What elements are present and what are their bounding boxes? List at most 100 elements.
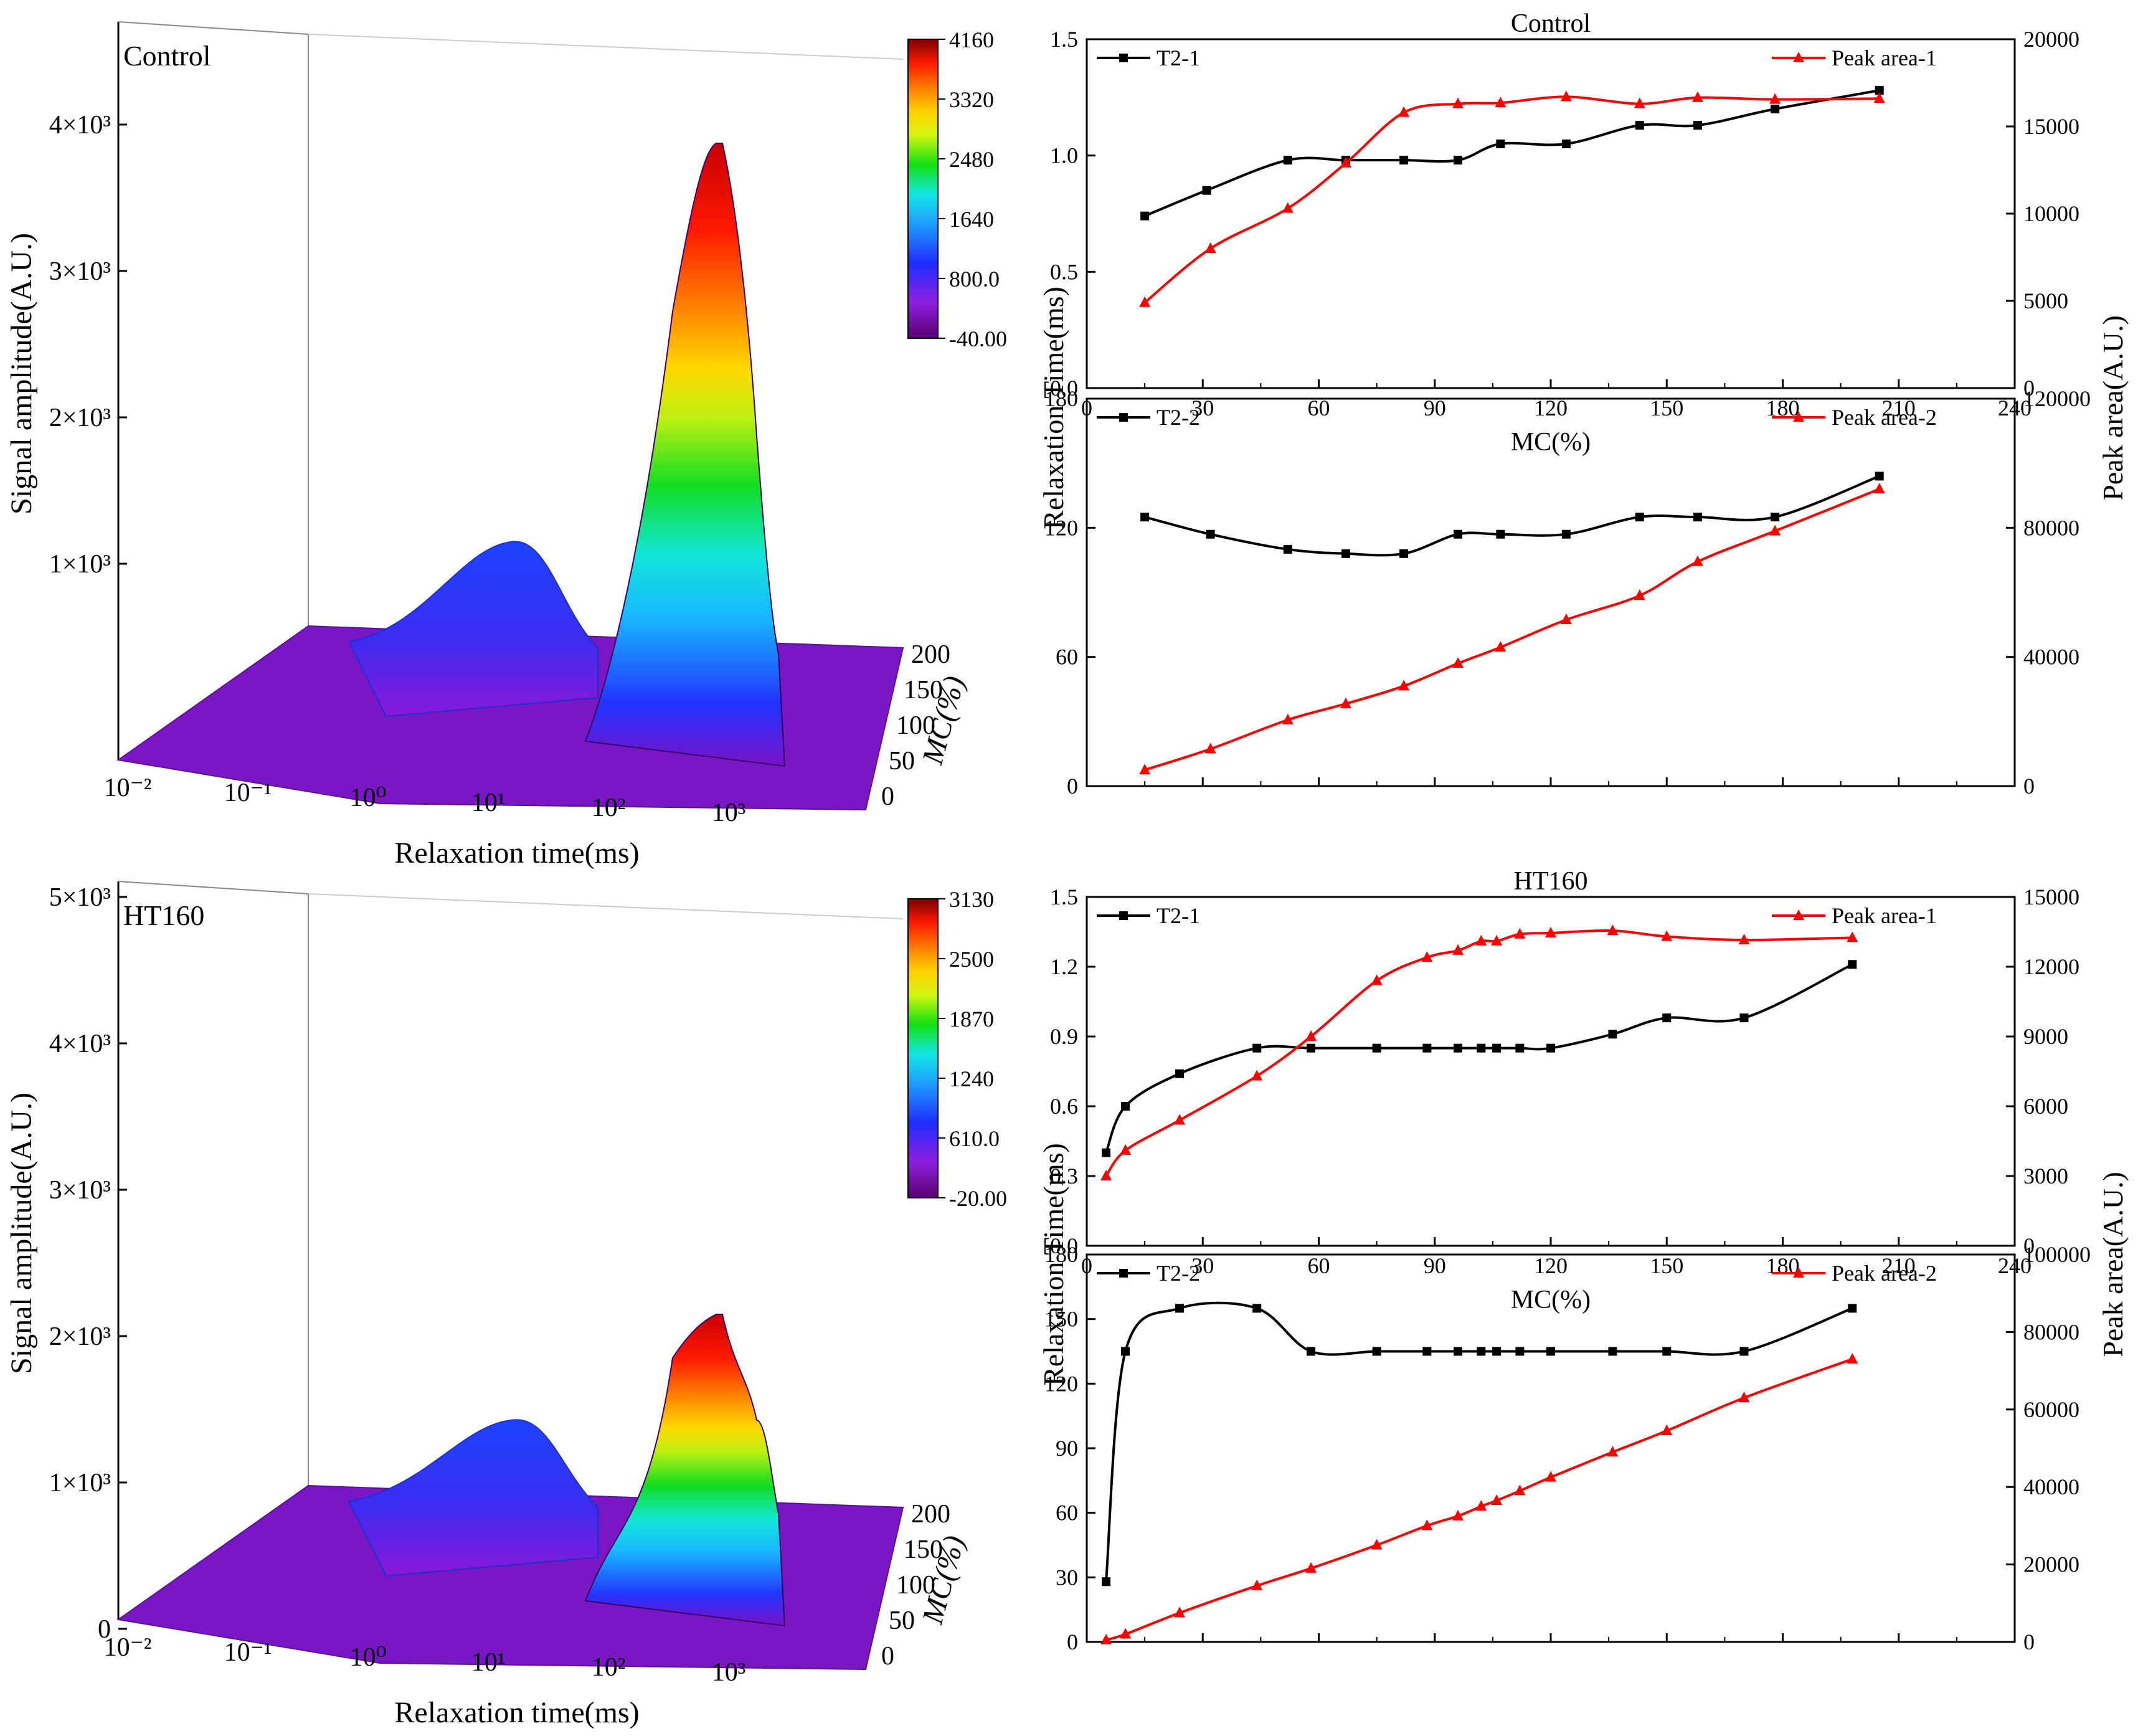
y2-axis-label: Peak area(A.U.) [2097,1172,2129,1357]
data-point [1545,1471,1556,1482]
legend-label: T2-1 [1157,45,1200,70]
data-point [1691,555,1703,566]
data-point [1307,1347,1316,1356]
data-point [1771,105,1780,113]
colorbar-tick-label: 610.0 [949,1126,1000,1151]
z-tick-label: 2×10³ [49,1322,111,1351]
data-point [1139,764,1151,775]
x-tick-label: 210 [1882,396,1916,420]
y2-tick-label: 0 [2023,1629,2035,1654]
data-point [1875,86,1884,95]
y-tick-label: 0.9 [1050,1024,1078,1049]
data-point [1738,934,1750,945]
z-tick-label: 5×10³ [49,883,111,912]
data-point [1546,1043,1555,1053]
data-point [1206,529,1215,539]
data-point [1452,97,1464,108]
line-panel-ht160-bottom: 0 30 60 90 120 150 180 0 20000 40000 60000 80000 100… [1044,1242,2091,1654]
data-point [1477,1043,1486,1053]
y-tick-label: 1.5 [1050,885,1078,909]
y2-tick-label: 15000 [2023,885,2079,909]
x-tick-label: 150 [1650,1253,1683,1278]
data-point [1102,1148,1111,1157]
data-point [1371,974,1383,985]
data-point [1454,1347,1462,1356]
y-tick-label: 100 [896,1571,935,1600]
colorbar-tick-label: 4160 [949,27,994,52]
x-tick-label: 30 [1191,396,1214,420]
x-tick-label: 10⁻¹ [224,779,272,807]
data-point [1398,680,1410,691]
data-point [1848,1304,1857,1313]
colorbar-tick-label: 2480 [949,147,994,172]
x-tick-label: 10² [592,1653,626,1682]
large-peak [584,1314,786,1627]
legend-marker [1793,909,1804,920]
data-point [1175,1304,1184,1313]
top-back-edge [308,34,904,60]
x-axis-label: Relaxation time(ms) [394,1696,639,1729]
y2-axis-label: Peak area(A.U.) [2097,315,2129,501]
data-point [1283,544,1292,554]
y-tick-label: 0.0 [1050,376,1078,401]
y2-tick-label: 40000 [2023,1474,2079,1499]
y-tick-label: 150 [904,1535,943,1564]
y2-tick-label: 3000 [2023,1164,2068,1188]
colorbar-tick-label: 1870 [949,1007,994,1032]
data-point [1398,106,1410,117]
data-point [1140,211,1150,221]
x-tick-label: 10⁻² [104,1633,152,1662]
y2-tick-label: 5000 [2023,288,2068,313]
legend-marker [1793,411,1804,422]
data-point [1634,97,1645,108]
data-point [1739,1013,1749,1023]
data-point [1875,472,1884,481]
x-tick-label: 10⁰ [350,784,387,812]
data-point [1252,1304,1262,1313]
x-tick-label: 10¹ [471,1648,506,1677]
data-point [1340,697,1351,708]
legend-label: T2-2 [1157,405,1200,430]
z-tick-label: 3×10³ [49,257,111,286]
data-point [1454,156,1462,165]
colorbar [907,39,939,339]
data-point [1873,483,1885,494]
y-tick-label: 1.5 [1050,27,1078,52]
y-tick-label: 200 [911,1500,950,1529]
data-point [1769,93,1781,104]
y-tick-label: 200 [911,640,950,669]
y-tick-label: 0 [881,1642,894,1671]
legend-label: Peak area-1 [1832,903,1937,928]
plot-frame [1086,896,2016,1247]
legend-marker [1119,54,1128,62]
z-tick-label: 4×10³ [49,111,111,140]
data-point [1340,156,1351,168]
y-tick-label: 30 [1056,1565,1078,1590]
data-point [1515,1347,1525,1356]
panel-title: HT160 [1514,867,1588,896]
x-tick-label: 90 [1424,1253,1446,1278]
data-point [1452,944,1464,955]
data-point [1121,1347,1130,1356]
data-point [1120,1144,1132,1155]
data-point [1495,97,1507,108]
data-point [1454,529,1462,539]
y2-tick-label: 0 [2023,774,2035,799]
x-tick-label: 150 [1650,396,1683,420]
series-line-peak-area-2 [1144,488,1880,771]
z-axis-label: Signal amplitude(A.U.) [5,233,38,515]
y-tick-label: 90 [1056,1436,1078,1461]
y-tick-label: 0.6 [1050,1094,1078,1119]
data-point [1454,1043,1462,1053]
colorbar-tick-label: 3130 [949,887,994,912]
small-peak [348,1419,598,1577]
data-point [1307,1043,1316,1053]
data-point [1635,513,1644,522]
data-point [1121,1102,1130,1111]
z-tick-label: 3×10³ [49,1176,111,1205]
data-point [1305,1562,1317,1573]
y2-tick-label: 0 [2023,376,2035,401]
data-point [1661,930,1673,941]
data-point [1204,742,1216,754]
data-point [1514,1484,1526,1496]
